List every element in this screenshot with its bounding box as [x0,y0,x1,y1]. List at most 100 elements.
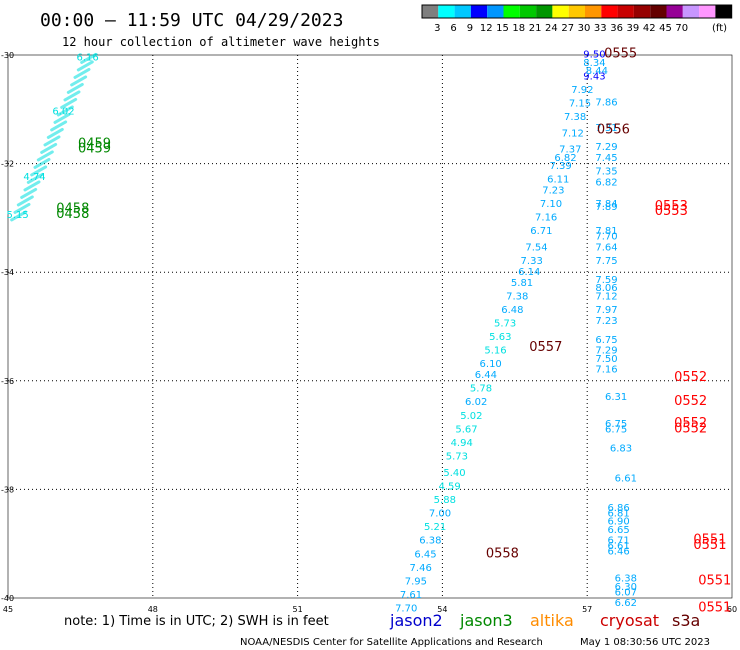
swh-value-label: 5.81 [511,278,533,289]
swh-value-label: 7.29 [595,142,617,153]
colorbar-cell [438,5,455,18]
swh-value-label: 7.61 [400,590,422,601]
swh-value-label: 6.82 [595,177,617,188]
swh-value-label: 5.16 [484,346,506,357]
time-label: 0551 [698,601,731,616]
swh-value-label: 7.97 [595,305,617,316]
swh-value-label: 7.23 [542,185,564,196]
swh-value-label: 6.02 [465,397,487,408]
mission-legend: jason2 jason3 altika cryosat s3a [389,611,700,630]
swh-value-label: 7.95 [405,576,427,587]
swh-value-label: 4.94 [451,438,473,449]
time-label: 0553 [655,204,688,219]
plot-frame [7,54,733,599]
swh-value-label: 7.64 [595,242,617,253]
swh-value-label: 7.38 [564,112,586,123]
swh-value-label: 5.88 [434,495,456,506]
swh-value-label: 7.45 [595,153,617,164]
swh-value-label: 7.46 [410,563,432,574]
track-swath-mark [36,150,54,162]
swh-value-label: 6.71 [530,226,552,237]
swh-value-label: 7.86 [595,97,617,108]
swh-value-label: 7.59 [595,275,617,286]
track-swath-mark [33,157,51,169]
track-swath-mark [50,120,68,132]
colorbar-cell [552,5,569,18]
colorbar-label: 6 [450,23,456,34]
time-label: 0552 [674,394,707,409]
y-tick-label: -32 [1,160,14,169]
colorbar-label: 12 [480,23,493,34]
time-label: 0556 [597,123,630,138]
swh-value-label: 7.50 [595,354,617,365]
x-tick-label: 51 [293,605,303,614]
colorbar-cell [601,5,618,18]
swh-value-label: 7.16 [535,213,557,224]
footer-note: note: 1) Time is in UTC; 2) SWH is in fe… [64,614,329,629]
colorbar-cell [470,5,488,18]
swh-value-label: 6.86 [607,503,629,514]
colorbar-cell [503,5,520,18]
swh-value-label: 6.90 [607,517,629,528]
x-tick-label: 57 [582,605,592,614]
time-label: 0552 [674,370,707,385]
swh-value-label: 6.46 [607,547,629,558]
x-tick-label: 60 [727,605,737,614]
track-swath-mark [56,105,74,117]
colorbar-cell [422,5,439,18]
swh-value-label: 5.67 [455,424,477,435]
track-swath-mark [63,90,81,102]
y-tick-label: -34 [1,268,14,277]
swh-value-label: 6.38 [615,574,637,585]
x-tick-label: 54 [437,605,447,614]
track-swath-mark [60,97,78,109]
swh-value-label: 7.12 [562,128,584,139]
swh-value-label: 6.65 [607,525,629,536]
swh-value-label: 7.23 [595,316,617,327]
swh-value-label: 8.44 [586,66,608,77]
colorbar-label: 30 [578,23,591,34]
swh-value-label: 6.14 [518,267,540,278]
track-swath-mark [10,210,28,222]
swh-value-label: 7.29 [595,346,617,357]
colorbar-cell [617,5,634,18]
colorbar-label: 27 [561,23,574,34]
track-swath-mark [30,165,48,177]
colorbar-cell [454,5,471,18]
swh-value-label: 6.61 [615,473,637,484]
track-swath-mark [80,52,98,64]
swh-value-label: 5.73 [494,319,516,330]
track-swath-mark [13,202,31,214]
colorbar-cell [519,5,537,18]
time-label: 0459 [78,142,111,157]
swh-value-label: 6.83 [610,443,632,454]
swh-value-label: 7.00 [429,509,451,520]
colorbar-cell [650,5,667,18]
plot-grid [8,55,732,598]
swh-value-label: 7.89 [595,202,617,213]
track-swath-mark [23,180,41,192]
swh-value-label: 5.73 [446,452,468,463]
swh-value-label: 7.54 [525,242,547,253]
swh-value-label: 6.75 [595,335,617,346]
track-swath-mark [70,75,88,87]
track-swath-mark [46,127,64,139]
colorbar-label: 45 [659,23,672,34]
swh-value-label: 6.11 [547,175,569,186]
swh-value-label: 6.71 [607,536,629,547]
track-swath-mark [43,135,61,147]
track-swath-mark [40,142,58,154]
plot-points: 6.166.024.745.159.508.349.438.447.927.15… [7,50,637,615]
swh-value-label: 6.07 [615,587,637,598]
swh-value-label: 6.45 [414,549,436,560]
colorbar-cell [633,5,651,18]
swh-value-label: 5.63 [489,332,511,343]
swh-value-label: 7.12 [595,291,617,302]
swh-value-label: 7.92 [571,85,593,96]
x-tick-label: 45 [3,605,13,614]
y-tick-label: -38 [1,485,14,494]
track-swath-mark [76,60,94,72]
swh-value-label: 7.39 [550,161,572,172]
